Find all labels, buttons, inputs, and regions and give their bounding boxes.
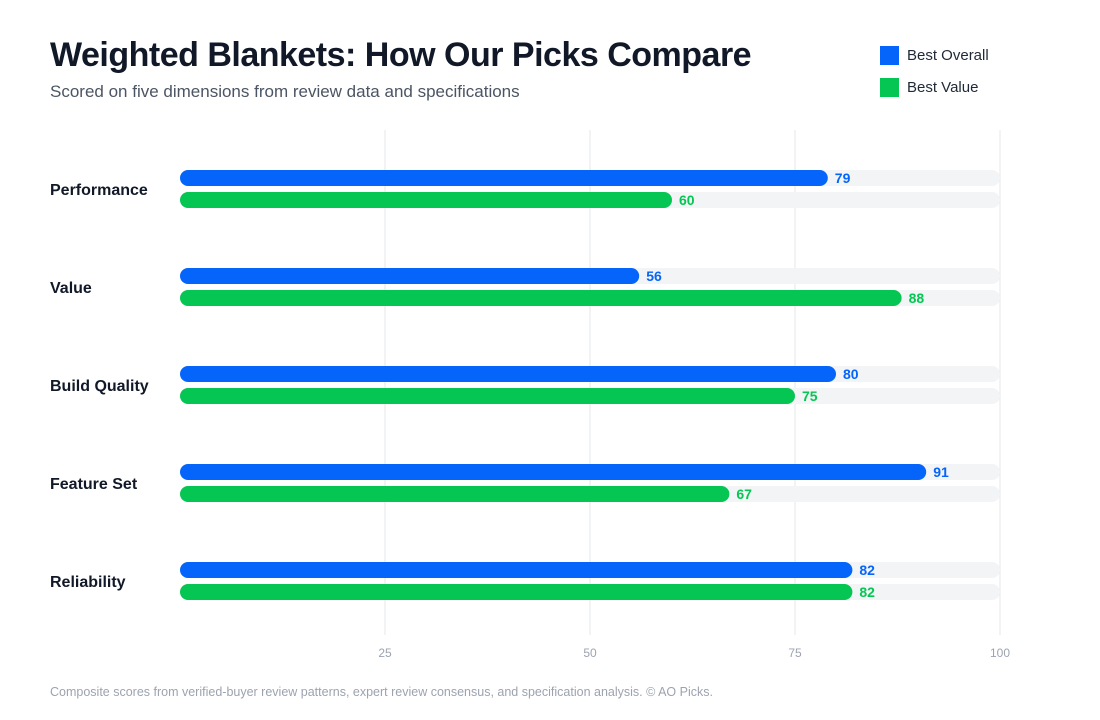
legend-swatch-best-value bbox=[880, 77, 899, 97]
category-label-performance: Performance bbox=[50, 182, 148, 199]
category-label-feature-set: Feature Set bbox=[50, 476, 138, 493]
bar-chart: 25 50 75 100 Performance 79 60 Value 56 88 Build Q… bbox=[50, 130, 1010, 660]
x-tick-label-50: 50 bbox=[583, 646, 597, 660]
category-label-reliability: Reliability bbox=[50, 574, 126, 591]
legend-label-best-value: Best Value bbox=[907, 78, 979, 96]
x-tick-label-100: 100 bbox=[990, 646, 1010, 660]
legend-item-best-value: Best Value bbox=[880, 77, 989, 97]
bar-value-best-overall bbox=[180, 268, 640, 284]
category-label-build-quality: Build Quality bbox=[50, 378, 149, 395]
value-label-build-quality-best-value: 75 bbox=[802, 388, 818, 404]
category-label-value: Value bbox=[50, 280, 92, 297]
legend: Best Overall Best Value bbox=[880, 45, 989, 109]
chart-subtitle: Scored on five dimensions from review da… bbox=[50, 82, 520, 101]
value-label-performance-best-value: 60 bbox=[679, 192, 695, 208]
bar-build-quality-best-value bbox=[180, 388, 795, 404]
legend-label-best-overall: Best Overall bbox=[907, 46, 989, 64]
value-label-performance-best-overall: 79 bbox=[835, 170, 851, 186]
value-label-value-best-overall: 56 bbox=[646, 268, 662, 284]
bar-performance-best-value bbox=[180, 192, 672, 208]
bar-performance-best-overall bbox=[180, 170, 828, 186]
footer-note: Composite scores from verified-buyer rev… bbox=[50, 685, 713, 699]
value-label-value-best-value: 88 bbox=[909, 290, 925, 306]
bar-feature-set-best-value bbox=[180, 486, 730, 502]
value-label-reliability-best-overall: 82 bbox=[859, 562, 875, 578]
legend-swatch-best-overall bbox=[880, 45, 899, 65]
value-label-reliability-best-value: 82 bbox=[859, 584, 875, 600]
x-tick-label-25: 25 bbox=[378, 646, 392, 660]
value-label-feature-set-best-value: 67 bbox=[736, 486, 752, 502]
bar-feature-set-best-overall bbox=[180, 464, 927, 480]
value-label-build-quality-best-overall: 80 bbox=[843, 366, 859, 382]
bar-reliability-best-value bbox=[180, 584, 853, 600]
bar-value-best-value bbox=[180, 290, 902, 306]
value-label-feature-set-best-overall: 91 bbox=[933, 464, 949, 480]
legend-item-best-overall: Best Overall bbox=[880, 45, 989, 65]
x-tick-label-75: 75 bbox=[788, 646, 802, 660]
bar-build-quality-best-overall bbox=[180, 366, 836, 382]
bar-reliability-best-overall bbox=[180, 562, 853, 578]
chart-title: Weighted Blankets: How Our Picks Compare bbox=[50, 36, 752, 74]
